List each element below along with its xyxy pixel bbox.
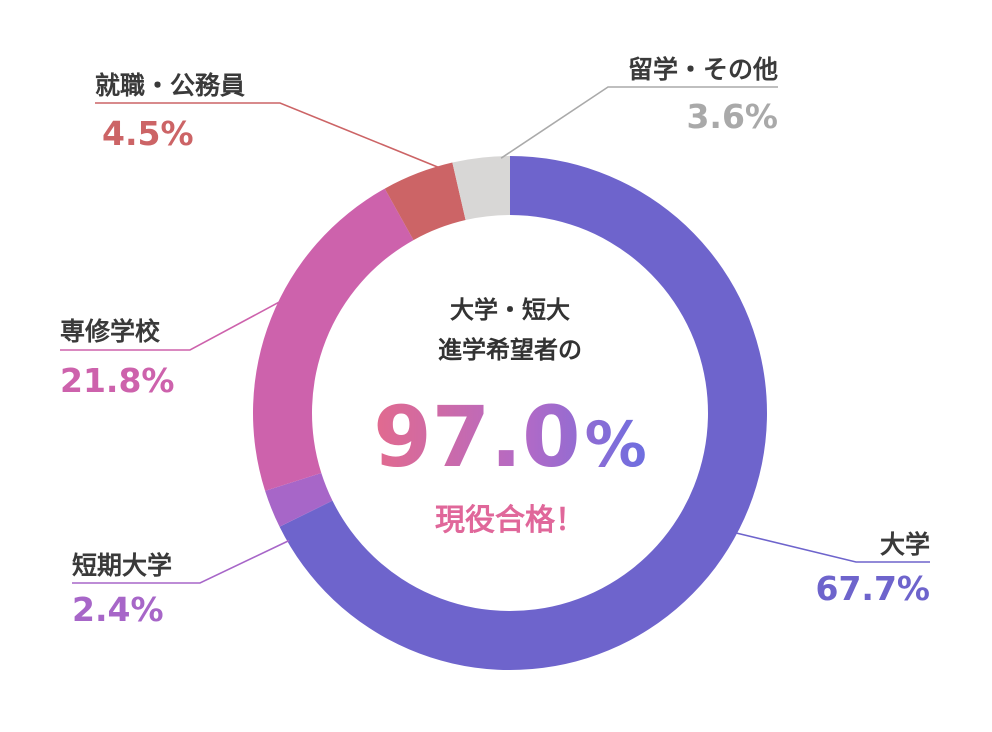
category-label-senshu-gakko: 専修学校: [60, 317, 161, 346]
category-label-tanki-daigaku: 短期大学: [72, 551, 172, 580]
category-label-ryugaku: 留学・その他: [628, 55, 778, 84]
percent-label-shushoku: 4.5%: [102, 114, 194, 153]
percent-label-tanki-daigaku: 2.4%: [72, 590, 164, 629]
leader-line-tanki-daigaku: [72, 539, 290, 584]
donut-slice-senshu-gakko: [253, 188, 414, 491]
percent-label-senshu-gakko: 21.8%: [60, 361, 175, 400]
leader-line-daigaku: [734, 531, 930, 563]
leader-line-shushoku: [95, 102, 441, 169]
center-big-value: 97.0%: [373, 388, 646, 486]
donut-slices: [253, 156, 767, 670]
leader-line-ryugaku: [500, 86, 778, 159]
center-subtitle: 現役合格！: [435, 503, 585, 538]
donut-slice-tanki-daigaku: [265, 473, 333, 527]
center-value-number: 97.0: [373, 388, 580, 486]
callout-leader-lines: [60, 86, 930, 584]
donut-slice-ryugaku: [452, 156, 510, 221]
center-value-unit: %: [585, 408, 647, 481]
percent-label-daigaku: 67.7%: [816, 569, 931, 608]
center-line-1: 大学・短大: [450, 296, 570, 324]
center-line-2: 進学希望者の: [438, 336, 582, 364]
donut-slice-shushoku: [384, 162, 466, 241]
leader-line-senshu-gakko: [60, 300, 282, 351]
percent-label-ryugaku: 3.6%: [686, 97, 778, 136]
category-label-shushoku: 就職・公務員: [95, 71, 245, 100]
category-label-daigaku: 大学: [880, 530, 930, 559]
